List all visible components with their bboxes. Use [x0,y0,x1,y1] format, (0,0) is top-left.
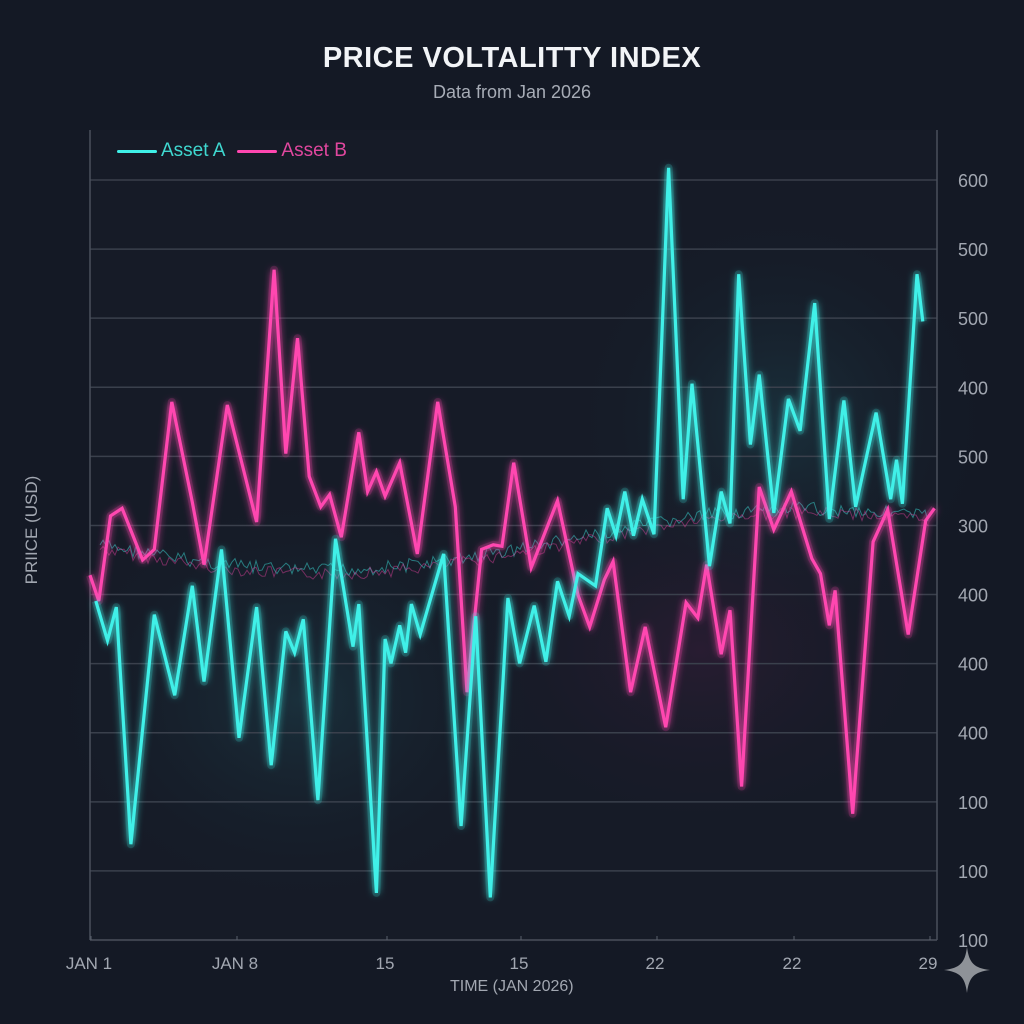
y-tick-label: 100 [958,931,988,951]
x-tick-label: 15 [510,954,529,973]
gridlines [90,179,937,872]
x-tick-labels: JAN 1 JAN 8 15 15 22 22 29 [66,936,938,973]
series-lines [86,163,938,902]
y-tick-label: 300 [958,516,988,536]
x-tick-label: JAN 1 [66,954,112,973]
legend-swatch-asset-b [237,149,278,153]
x-tick-label: 22 [783,954,802,973]
y-tick-label: 500 [958,447,988,467]
legend-item-asset-a[interactable]: Asset A [117,140,225,162]
chart-subtitle: Data from Jan 2026 [432,82,592,102]
glow-pink [440,450,960,850]
chart-title: PRICE VOLTALITTY INDEX [322,42,702,74]
noise-line-asset-a [99,501,929,577]
x-tick-label: 29 [919,954,938,973]
y-axis-label: PRIICE (USD) [22,475,41,585]
x-tick-label: 15 [376,954,395,973]
sparkle-icon [944,947,990,993]
series-asset-a [91,163,927,902]
x-tick-label: 22 [646,954,665,973]
y-tick-label: 400 [958,724,988,744]
legend: Asset A Asset B [117,140,347,162]
noise-line-asset-b [99,505,929,580]
noise-band [99,501,929,580]
y-tick-labels: 600 500 500 400 500 300 400 400 400 100 100 100 [958,171,988,951]
legend-swatch-asset-a [117,149,157,153]
y-tick-label: 100 [958,862,988,882]
axes [89,130,938,941]
x-tick-label: JAN 8 [212,954,258,973]
series-line [94,167,925,898]
y-tick-label: 400 [958,586,988,606]
x-axis-label: TIME (JAN 2026) [450,978,574,995]
y-tick-label: 400 [958,655,988,675]
y-tick-label: 500 [958,240,988,260]
y-tick-label: 600 [958,171,988,191]
y-tick-label: 100 [958,793,988,813]
y-tick-label: 500 [958,309,988,329]
legend-item-asset-b[interactable]: Asset B [237,140,347,162]
series-asset-b [86,265,938,818]
legend-label-asset-a: Asset A [161,140,226,161]
glow-cyan [40,480,560,920]
y-tick-label: 400 [958,378,988,398]
legend-label-asset-b: Asset B [281,140,347,161]
